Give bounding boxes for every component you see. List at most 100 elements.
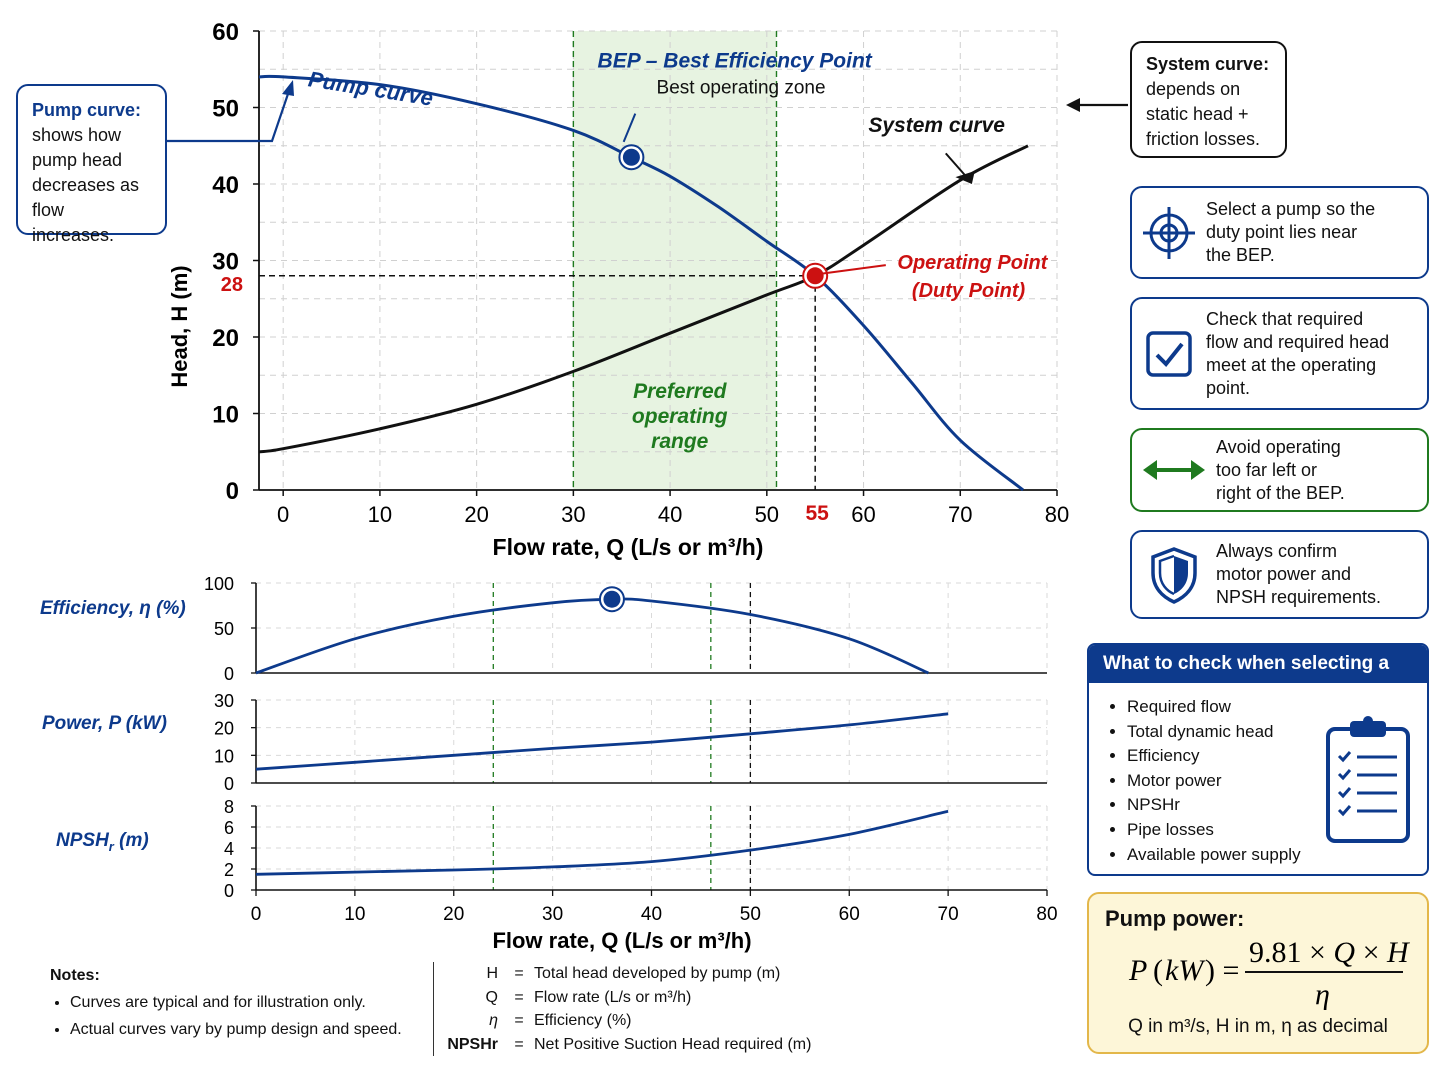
- tip-check-flow-head: Check that required flow and required he…: [1130, 297, 1429, 410]
- tip-line: duty point lies near: [1206, 222, 1358, 242]
- bep-sublabel: Best operating zone: [657, 78, 826, 99]
- checklist-items: Required flow Total dynamic head Efficie…: [1089, 695, 1427, 867]
- x-tick-label: 40: [641, 904, 662, 925]
- x-tick-label: 80: [1036, 904, 1057, 925]
- y-tick-label: 0: [224, 664, 234, 684]
- svg-text:kW: kW: [1165, 954, 1206, 987]
- legend-equals: =: [514, 1035, 524, 1053]
- x-tick-label: 70: [948, 502, 972, 527]
- x-tick-label: 10: [344, 904, 365, 925]
- y-tick-label: 8: [224, 797, 234, 817]
- y-tick-label: 60: [212, 19, 239, 46]
- x-axis-title: Flow rate, Q (L/s or m³/h): [493, 534, 764, 560]
- system-callout-arrowhead: [1066, 98, 1080, 112]
- legend-symbol: η: [489, 1012, 498, 1029]
- list-item: Efficiency: [1127, 744, 1427, 769]
- y-tick-label: 10: [212, 402, 239, 429]
- operating-point-label: Operating Point: [897, 252, 1048, 274]
- efficiency-curve-line: [255, 597, 929, 675]
- svg-text:(: (: [1153, 954, 1163, 987]
- legend-row: H = Total head developed by pump (m): [444, 962, 811, 986]
- svg-text:η: η: [1315, 978, 1330, 1010]
- note-item: Actual curves vary by pump design and sp…: [70, 1016, 402, 1043]
- list-item: Required flow: [1127, 695, 1427, 720]
- system-curve-line: [258, 144, 1029, 454]
- callout-line: flow increases.: [32, 200, 115, 245]
- legend-symbol: H: [486, 965, 498, 982]
- system-curve-callout: System curve: depends on static head + f…: [1130, 41, 1287, 158]
- tip-confirm-motor-npsh: Always confirm motor power and NPSH requ…: [1130, 530, 1429, 619]
- legend-row: Q = Flow rate (L/s or m³/h): [444, 986, 811, 1010]
- legend-desc: Efficiency (%): [534, 1012, 632, 1029]
- tip-select-pump: Select a pump so the duty point lies nea…: [1130, 186, 1429, 279]
- duty-head-value-label: 28: [221, 274, 243, 296]
- callout-line: depends on: [1146, 79, 1241, 99]
- npshr-axis-title: NPSHr (m): [56, 830, 149, 854]
- callout-line: friction losses.: [1146, 129, 1261, 149]
- checkbox-icon: [1132, 329, 1206, 379]
- duty-flow-value-label: 55: [806, 502, 830, 525]
- y-tick-label: 30: [212, 249, 239, 276]
- checklist-title: What to check when selecting a pump: [1089, 645, 1427, 712]
- preferred-range-label: range: [651, 430, 709, 453]
- x-tick-label: 0: [277, 502, 289, 527]
- bep-point: [622, 148, 640, 166]
- pump-power-formula-box: Pump power: P (kW) = 9.81 × Q × H η Q in…: [1087, 892, 1429, 1054]
- preferred-range-label: Preferred: [633, 380, 728, 403]
- legend-symbol: NPSHr: [447, 1035, 498, 1053]
- x-tick-label: 50: [740, 904, 761, 925]
- x-tick-label: 30: [542, 904, 563, 925]
- svg-text:9.81 × Q × H: 9.81 × Q × H: [1249, 936, 1411, 969]
- notes-title: Notes:: [50, 967, 100, 984]
- y-tick-label: 0: [224, 774, 234, 794]
- tip-line: the BEP.: [1206, 245, 1275, 265]
- legend-equals: =: [514, 965, 524, 982]
- y-tick-label: 0: [226, 478, 239, 505]
- legend-desc: Total head developed by pump (m): [534, 965, 781, 982]
- operating-point: [806, 267, 824, 285]
- list-item: NPSHr: [1127, 793, 1427, 818]
- y-tick-label: 2: [224, 860, 234, 880]
- npshr-curve-line: [255, 809, 949, 876]
- tip-line: Check that required: [1206, 308, 1364, 329]
- tip-line: too far left or: [1216, 459, 1318, 480]
- x-tick-label: 0: [251, 904, 262, 925]
- tip-line: Avoid operating: [1216, 436, 1341, 457]
- y-tick-label: 0: [224, 881, 234, 901]
- legend-symbol: Q: [485, 988, 498, 1006]
- bep-point: [603, 590, 621, 608]
- pump-callout-connector: [167, 87, 292, 143]
- tip-line: Always confirm: [1216, 541, 1338, 561]
- efficiency-axis-title: Efficiency, η (%): [40, 598, 186, 619]
- x-tick-label: 60: [851, 502, 875, 527]
- svg-text:P: P: [1128, 954, 1147, 987]
- y-tick-label: 50: [212, 96, 239, 123]
- svg-text:) =: ) =: [1205, 954, 1239, 987]
- bep-pointer: [622, 113, 637, 143]
- pump-curve-callout: Pump curve: shows how pump head decrease…: [16, 84, 167, 245]
- pump-power-formula: P (kW) = 9.81 × Q × H η: [1089, 934, 1427, 1015]
- y-tick-label: 4: [224, 839, 234, 859]
- tip-line: NPSH requirements.: [1216, 587, 1382, 607]
- x-tick-label: 40: [658, 502, 682, 527]
- y-tick-label: 40: [212, 172, 239, 199]
- note-item: Curves are typical and for illustration …: [70, 989, 402, 1016]
- preferred-range-label: operating: [632, 405, 728, 428]
- callout-line: static head +: [1146, 104, 1249, 124]
- y-axis-title: Head, H (m): [167, 265, 192, 387]
- callout-line: decreases as: [32, 175, 140, 195]
- pump-power-units: Q in m³/s, H in m, η as decimal: [1128, 1016, 1388, 1037]
- list-item: Total dynamic head: [1127, 720, 1427, 745]
- y-tick-label: 30: [214, 691, 234, 711]
- tip-line: point.: [1206, 377, 1251, 398]
- x-tick-label: 10: [368, 502, 392, 527]
- tip-line: Select a pump so the: [1206, 199, 1376, 219]
- tip-line: meet at the operating: [1206, 354, 1377, 375]
- system-curve-callout-heading: System curve:: [1146, 54, 1270, 74]
- double-arrow-icon: [1132, 455, 1216, 485]
- legend-equals: =: [514, 988, 524, 1006]
- pump-curve-callout-heading: Pump curve:: [32, 100, 142, 120]
- notes: Notes: Curves are typical and for illust…: [50, 962, 402, 1043]
- x-tick-label: 80: [1045, 502, 1069, 527]
- power-axis-title: Power, P (kW): [42, 713, 167, 734]
